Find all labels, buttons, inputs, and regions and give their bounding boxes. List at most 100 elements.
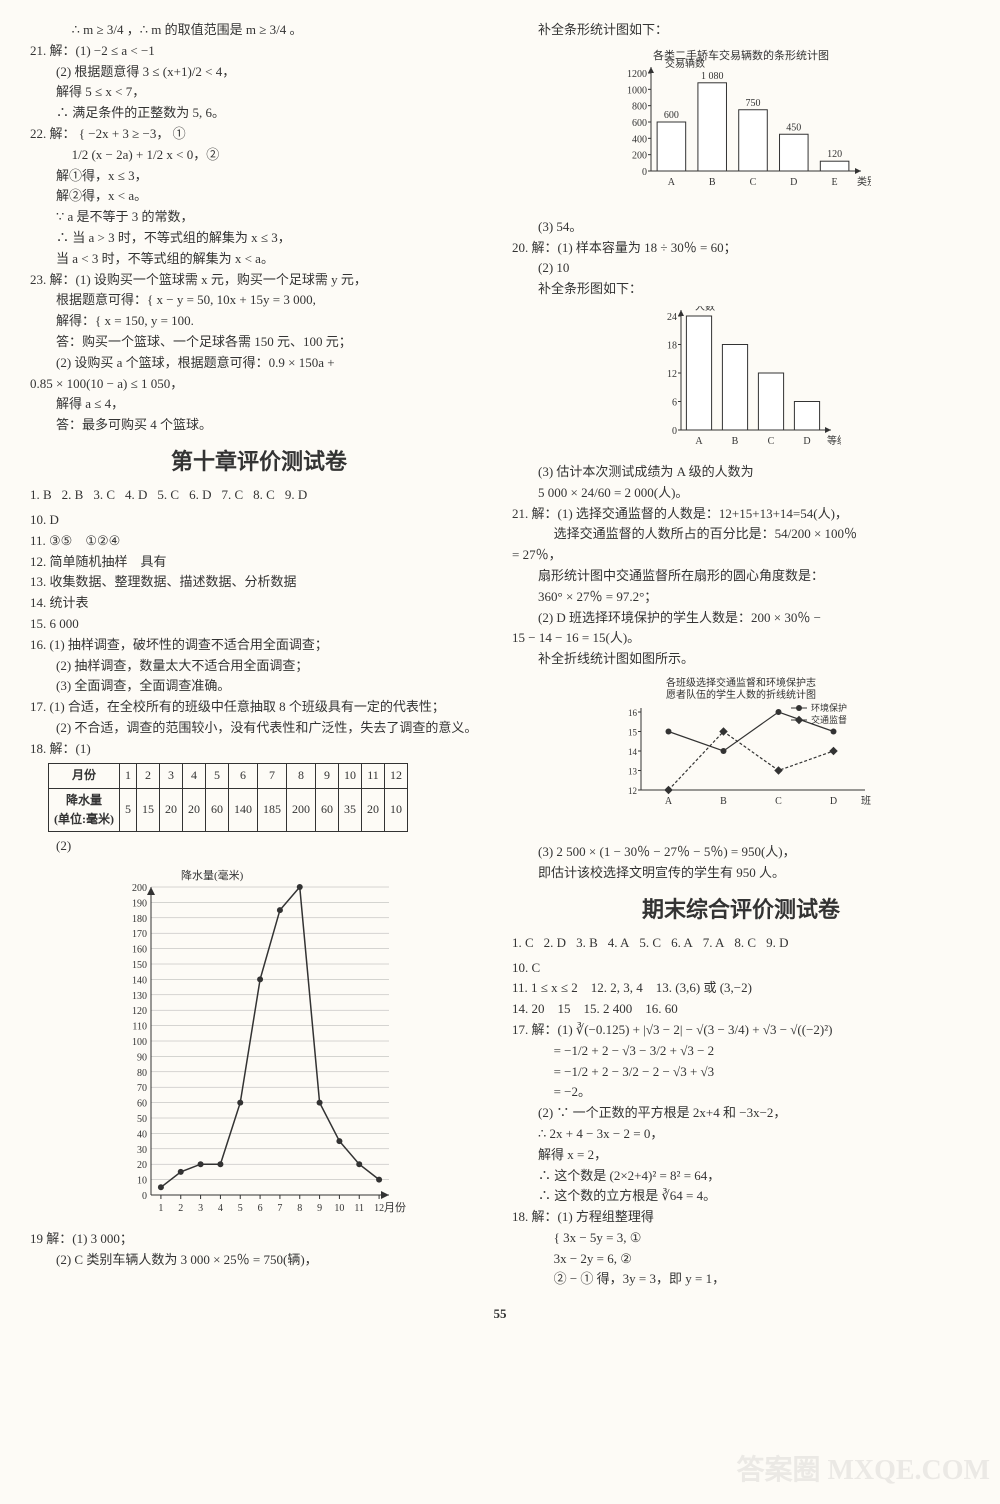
mc-answer: 2. B: [62, 487, 84, 502]
svg-text:4: 4: [218, 1203, 223, 1214]
svg-text:24: 24: [667, 312, 677, 323]
chapter-10-title: 第十章评价测试卷: [30, 444, 488, 479]
a16a: 16. (1) 抽样调查，破坏性的调查不适合用全面调查；: [30, 635, 488, 656]
svg-text:200: 200: [632, 150, 647, 161]
text: 补全条形统计图如下：: [512, 20, 970, 41]
mc-answer: 5. C: [157, 487, 179, 502]
svg-text:10: 10: [137, 1175, 147, 1186]
svg-text:12: 12: [374, 1203, 384, 1214]
mc-answer: 3. B: [576, 935, 598, 950]
svg-text:50: 50: [137, 1114, 147, 1125]
text: (3) 2 500 × (1 − 30％ − 27％ − 5％) = 950(人…: [512, 842, 970, 863]
mc-answer: 9. D: [285, 487, 307, 502]
mc-answer: 3. C: [93, 487, 115, 502]
svg-text:D: D: [803, 436, 810, 447]
svg-text:C: C: [750, 177, 757, 188]
svg-text:各班级选择交通监督和环境保护志: 各班级选择交通监督和环境保护志: [666, 676, 816, 689]
a19-head: 19 解：(1) 3 000；: [30, 1229, 488, 1250]
mc-answer: 1. B: [30, 487, 52, 502]
svg-text:180: 180: [132, 914, 147, 925]
svg-text:C: C: [775, 796, 782, 807]
q23-head: 23. 解：(1) 设购买一个篮球需 x 元，购买一个足球需 y 元，: [30, 270, 488, 291]
text: 15 − 14 − 16 = 15(人)。: [512, 628, 970, 649]
text: 答：购买一个篮球、一个足球各需 150 元、100 元；: [30, 332, 488, 353]
svg-text:750: 750: [746, 98, 761, 109]
svg-text:30: 30: [137, 1145, 147, 1156]
svg-text:20: 20: [137, 1160, 147, 1171]
a16b: (2) 抽样调查，数量太大不适合用全面调查；: [30, 656, 488, 677]
left-column: ∴ m ≥ 3/4 ，∴ m 的取值范围是 m ≥ 3/4 。 21. 解：(1…: [30, 20, 488, 1290]
text: 解得：{ x = 150, y = 100.: [30, 311, 488, 332]
text: 补全折线统计图如图所示。: [512, 649, 970, 670]
mc-answer: 9. D: [766, 935, 788, 950]
q22-head: 22. 解： { −2x + 3 ≥ −3， ①: [30, 124, 488, 145]
svg-text:6: 6: [258, 1203, 263, 1214]
text: 补全条形图如下：: [512, 279, 970, 300]
text: ∴ 这个数是 (2×2+4)² = 8² = 64，: [512, 1166, 970, 1187]
svg-text:12: 12: [628, 786, 637, 796]
svg-text:交通监督: 交通监督: [811, 714, 847, 725]
svg-text:E: E: [832, 177, 838, 188]
text: 0.85 × 100(10 − a) ≤ 1 050，: [30, 374, 488, 395]
mc-answer: 4. A: [608, 935, 630, 950]
svg-text:5: 5: [238, 1203, 243, 1214]
svg-text:类别: 类别: [857, 175, 871, 188]
text: ② − ① 得，3y = 3，即 y = 1，: [512, 1269, 970, 1290]
text: (3) 54。: [512, 217, 970, 238]
f17-head: 17. 解：(1) ∛(−0.125) + |√3 − 2| − √(3 − 3…: [512, 1020, 970, 1041]
text: 解得 a ≤ 4，: [30, 394, 488, 415]
text: (2) ∵ 一个正数的平方根是 2x+4 和 −3x−2，: [512, 1103, 970, 1124]
svg-text:A: A: [665, 796, 673, 807]
svg-text:0: 0: [142, 1191, 147, 1202]
svg-text:120: 120: [132, 1006, 147, 1017]
q21-head: 21. 解：(1) −2 ≤ a < −1: [30, 41, 488, 62]
text: 答：最多可购买 4 个篮球。: [30, 415, 488, 436]
a14: 14. 统计表: [30, 593, 488, 614]
mc-answers-final: 1. C2. D3. B4. A5. C6. A7. A8. C9. D: [512, 933, 970, 954]
q20-head: 20. 解：(1) 样本容量为 18 ÷ 30％ = 60；: [512, 238, 970, 259]
mc-answer: 7. C: [221, 487, 243, 502]
svg-text:120: 120: [827, 149, 842, 160]
text: (2) 根据题意得 3 ≤ (x+1)/2 < 4，: [30, 62, 488, 83]
text: 解①得，x ≤ 3，: [30, 166, 488, 187]
rainfall-table: 月份123456789101112降水量 (单位:毫米)515202060140…: [48, 763, 408, 832]
a12: 12. 简单随机抽样 具有: [30, 552, 488, 573]
svg-text:班级: 班级: [861, 795, 871, 807]
svg-text:15: 15: [628, 727, 638, 737]
a17a: 17. (1) 合适，在全校所有的班级中任意抽取 8 个班级具有一定的代表性；: [30, 697, 488, 718]
svg-text:150: 150: [132, 960, 147, 971]
svg-text:800: 800: [632, 101, 647, 112]
text: 扇形统计图中交通监督所在扇形的圆心角度数是：: [512, 566, 970, 587]
page-number: 55: [30, 1304, 970, 1325]
svg-text:12: 12: [667, 369, 677, 380]
equation: 1/2 (x − 2a) + 1/2 x < 0，②: [30, 145, 488, 166]
text: ∵ a 是不等于 3 的常数，: [30, 207, 488, 228]
text: 选择交通监督的人数所占的百分比是：54/200 × 100％: [512, 524, 970, 545]
mc-answer: 5. C: [639, 935, 661, 950]
svg-text:160: 160: [132, 944, 147, 955]
class-line-chart: 各班级选择交通监督和环境保护志愿者队伍的学生人数的折线统计图1213141516…: [611, 676, 871, 836]
svg-text:C: C: [768, 436, 775, 447]
text: ∴ 当 a > 3 时，不等式组的解集为 x ≤ 3，: [30, 228, 488, 249]
svg-text:2: 2: [178, 1203, 183, 1214]
text: (2) 10: [512, 258, 970, 279]
svg-text:190: 190: [132, 898, 147, 909]
svg-text:18: 18: [667, 340, 677, 351]
label: 22. 解：: [30, 126, 76, 141]
text: 解得 x = 2，: [512, 1145, 970, 1166]
svg-text:9: 9: [317, 1203, 322, 1214]
svg-text:人数: 人数: [695, 306, 715, 313]
text: 当 a < 3 时，不等式组的解集为 x < a。: [30, 249, 488, 270]
watermark: 答案圈 MXQE.COM: [736, 1449, 990, 1494]
svg-text:10: 10: [334, 1203, 344, 1214]
svg-text:450: 450: [786, 122, 801, 133]
mc-answer: 2. D: [544, 935, 566, 950]
svg-text:1: 1: [158, 1203, 163, 1214]
text: ∴ 满足条件的正整数为 5, 6。: [30, 103, 488, 124]
text: 5 000 × 24/60 = 2 000(人)。: [512, 483, 970, 504]
svg-text:600: 600: [632, 118, 647, 129]
svg-text:80: 80: [137, 1068, 147, 1079]
f11: 11. 1 ≤ x ≤ 2 12. 2, 3, 4 13. (3,6) 或 (3…: [512, 978, 970, 999]
equation: { −2x + 3 ≥ −3， ①: [79, 126, 186, 141]
text: (2) 设购买 a 个篮球，根据题意可得：0.9 × 150a +: [30, 353, 488, 374]
